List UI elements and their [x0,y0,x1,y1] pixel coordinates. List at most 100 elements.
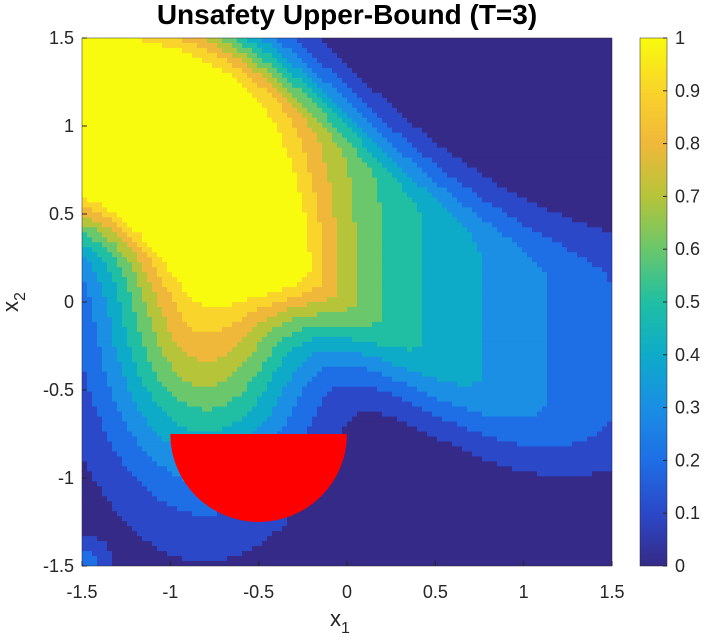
contour-cell [267,546,273,552]
contour-cell [132,471,138,477]
contour-cell [257,272,263,278]
contour-cell [297,426,303,433]
contour-cell [282,277,288,283]
contour-cell [142,371,148,378]
contour-cell [117,541,123,547]
contour-cell [142,516,148,522]
contour-cell [257,361,263,368]
contour-cell [177,152,183,159]
contour-cell [112,371,118,378]
contour-cell [282,167,288,174]
contour-cell [107,107,113,114]
contour-cell [167,172,173,179]
contour-cell [112,561,118,566]
contour-cell [157,316,163,323]
contour-cell [247,197,253,203]
contour-cell [267,376,273,383]
contour-cell [92,162,98,169]
contour-cell [197,187,203,194]
contour-cell [207,531,213,537]
contour-cell [102,456,108,462]
contour-cell [302,177,308,184]
contour-cell [127,371,133,378]
contour-cell [267,406,273,413]
contour-cell [122,92,128,99]
contour-cell [142,277,148,283]
contour-cell [207,386,213,393]
contour-cell [312,122,318,129]
contour-cell [187,67,193,74]
contour-cell [97,516,103,522]
contour-cell [142,561,148,566]
contour-cell [167,391,173,398]
contour-cell [87,192,93,198]
contour-cell [212,356,218,363]
contour-cell [222,411,228,418]
contour-cell [247,426,253,433]
contour-cell [187,546,193,552]
contour-cell [117,267,123,273]
contour-cell [122,302,128,308]
contour-cell [192,72,198,79]
contour-cell [212,386,218,393]
contour-cell [157,157,163,164]
contour-cell [187,267,193,273]
contour-cell [102,386,108,393]
contour-cell [262,127,268,134]
contour-cell [172,192,178,198]
contour-cell [262,302,268,308]
contour-cell [112,182,118,189]
contour-cell [262,47,268,54]
contour-cell [92,446,98,453]
contour-cell [302,152,308,159]
contour-cell [157,306,163,313]
contour-cell [167,147,173,154]
contour-cell [227,356,233,363]
contour-cell [137,366,143,373]
contour-cell [222,287,228,293]
contour-cell [217,336,223,343]
contour-cell [252,57,258,64]
contour-cell [272,292,278,298]
contour-cell [167,536,173,542]
contour-cell [127,561,133,566]
contour-cell [277,306,283,313]
contour-cell [122,217,128,223]
contour-cell [117,496,123,502]
contour-cell [192,426,198,433]
contour-cell [277,272,283,278]
contour-cell [297,297,303,303]
contour-cell [192,551,198,557]
contour-cell [257,227,263,233]
contour-cell [162,521,168,527]
contour-cell [222,366,228,373]
contour-cell [202,341,208,348]
contour-cell [237,287,243,293]
contour-cell [127,546,133,552]
contour-cell [292,67,298,74]
contour-cell [112,311,118,318]
contour-cell [152,546,158,552]
contour-cell [92,97,98,104]
contour-cell [217,162,223,169]
contour-cell [227,62,233,69]
contour-cell [157,202,163,208]
contour-cell [127,287,133,293]
contour-cell [167,38,173,44]
contour-cell [272,192,278,198]
contour-cell [247,531,253,537]
contour-cell [157,227,163,233]
contour-cell [232,132,238,139]
contour-cell [207,122,213,129]
contour-cell [257,77,263,84]
contour-cell [172,426,178,433]
contour-cell [82,381,88,388]
contour-cell [132,287,138,293]
contour-cell [117,52,123,59]
contour-cell [282,137,288,144]
contour-cell [92,107,98,114]
contour-cell [237,556,243,562]
contour-cell [272,182,278,189]
contour-cell [187,152,193,159]
contour-cell [127,217,133,223]
